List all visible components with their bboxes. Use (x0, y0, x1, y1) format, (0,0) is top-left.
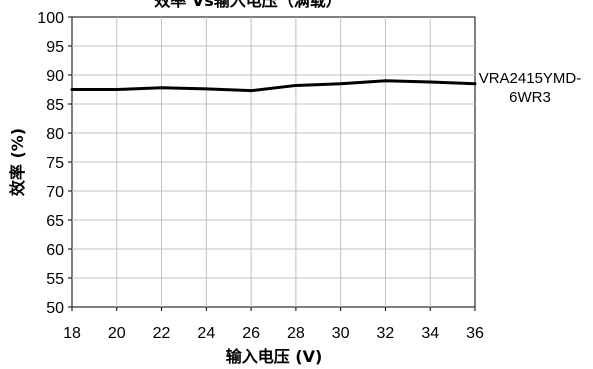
y-axis-ticks: 50 55 60 65 70 75 80 85 90 95 100 (37, 10, 72, 317)
y-tick-label: 100 (37, 10, 64, 27)
x-tick-label: 34 (421, 325, 439, 342)
series-group (70, 79, 477, 93)
data-point (294, 83, 298, 87)
x-tick-label: 22 (153, 325, 171, 342)
data-point (249, 89, 253, 93)
y-tick-label: 70 (46, 184, 64, 201)
y-tick-label: 65 (46, 213, 64, 230)
grid-lines (72, 17, 475, 307)
data-point (428, 80, 432, 84)
y-axis-label: 效率 (%) (8, 128, 27, 196)
chart-title: 效率 Vs输入电压（满载） (154, 0, 341, 10)
x-axis-label: 输入电压 (V) (226, 347, 323, 366)
x-tick-label: 32 (377, 325, 395, 342)
y-tick-label: 75 (46, 155, 64, 172)
legend-label: 6WR3 (509, 89, 551, 106)
y-tick-label: 90 (46, 68, 64, 85)
y-tick-label: 85 (46, 97, 64, 114)
series-line (72, 79, 476, 93)
data-point (473, 82, 477, 86)
y-tick-label: 55 (46, 271, 64, 288)
x-tick-label: 36 (466, 325, 484, 342)
data-point (383, 79, 387, 83)
legend-label: VRA2415YMD- (479, 70, 582, 87)
x-tick-label: 20 (108, 325, 126, 342)
x-tick-label: 24 (197, 325, 215, 342)
x-tick-label: 30 (332, 325, 350, 342)
data-point (204, 87, 208, 91)
y-tick-label: 95 (46, 39, 64, 56)
y-tick-label: 50 (46, 300, 64, 317)
y-tick-label: 80 (46, 126, 64, 143)
data-point (70, 88, 74, 91)
y-tick-label: 60 (46, 242, 64, 259)
x-axis-ticks: 18 20 22 24 26 28 30 32 34 36 (63, 307, 484, 342)
data-point (160, 86, 164, 90)
data-point (115, 88, 119, 91)
x-tick-label: 18 (63, 325, 81, 342)
x-tick-label: 26 (242, 325, 260, 342)
x-tick-label: 28 (287, 325, 305, 342)
legend: VRA2415YMD- 6WR3 (479, 70, 582, 106)
data-point (339, 82, 343, 86)
